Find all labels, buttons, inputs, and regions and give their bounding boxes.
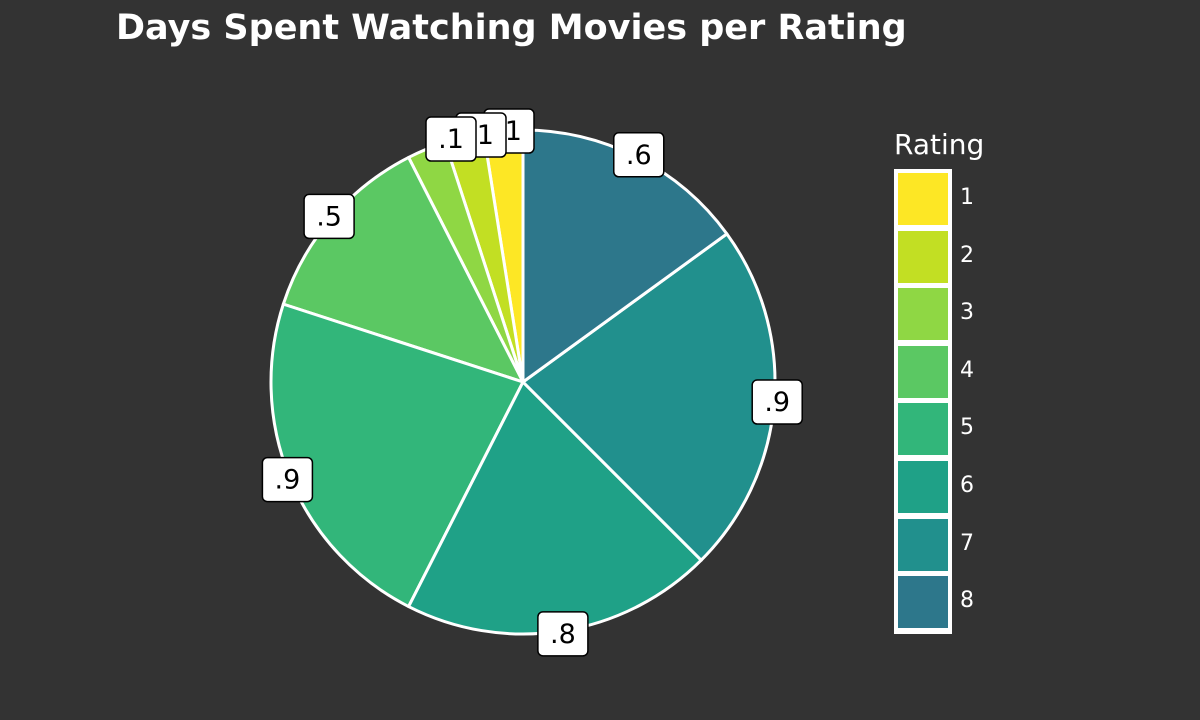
legend-item-rating-1: 1 xyxy=(896,171,974,229)
legend-item-rating-7: 7 xyxy=(896,517,974,575)
data-label-box xyxy=(303,193,355,240)
legend-label: 3 xyxy=(960,300,974,326)
legend: Rating 1 2 3 4 5 6 7 8 xyxy=(894,128,984,639)
data-label-rating-8: .6 xyxy=(613,132,665,178)
legend-swatch xyxy=(898,518,948,571)
legend-swatch xyxy=(898,403,948,456)
legend-swatch xyxy=(898,460,948,513)
legend-item-rating-2: 2 xyxy=(896,229,974,287)
legend-label: 8 xyxy=(960,588,974,614)
legend-label: 6 xyxy=(960,472,974,498)
legend-title: Rating xyxy=(894,128,985,161)
legend-swatch xyxy=(898,230,948,283)
data-label-text: .9 xyxy=(764,387,790,418)
data-label-text: .9 xyxy=(275,465,301,496)
legend-items: 1 2 3 4 5 6 7 8 xyxy=(894,169,974,634)
legend-label: 7 xyxy=(960,530,974,556)
legend-label: 1 xyxy=(960,185,974,210)
data-label-box xyxy=(261,456,314,503)
legend-swatch xyxy=(898,288,948,341)
data-label-text: .6 xyxy=(626,140,652,171)
legend-label: 4 xyxy=(960,357,974,383)
legend-swatch xyxy=(898,173,948,225)
data-label-rating-5: .9 xyxy=(261,456,314,503)
chart-title: Days Spent Watching Movies per Rating xyxy=(116,8,907,48)
legend-label: 2 xyxy=(960,242,974,268)
legend-item-rating-8: 8 xyxy=(896,574,974,632)
legend-item-rating-6: 6 xyxy=(896,459,974,517)
legend-item-rating-4: 4 xyxy=(896,344,974,402)
pie-labels: .1.1.1.5.9.8.9.6 xyxy=(261,108,803,657)
data-label-text: .5 xyxy=(316,201,342,232)
data-label-text: .8 xyxy=(550,619,576,650)
data-label-box xyxy=(425,116,477,162)
data-label-rating-6: .8 xyxy=(537,611,589,657)
data-label-box xyxy=(751,379,803,425)
legend-label: 5 xyxy=(960,415,974,441)
legend-swatch xyxy=(898,345,948,398)
data-label-box xyxy=(613,132,665,178)
data-label-box xyxy=(537,611,589,657)
legend-item-rating-3: 3 xyxy=(896,286,974,344)
data-label-rating-3: .1 xyxy=(425,116,477,162)
data-label-rating-7: .9 xyxy=(751,379,803,425)
data-label-text: .1 xyxy=(438,124,464,155)
data-label-rating-4: .5 xyxy=(303,193,355,240)
legend-item-rating-5: 5 xyxy=(896,401,974,459)
legend-swatch xyxy=(898,576,948,629)
